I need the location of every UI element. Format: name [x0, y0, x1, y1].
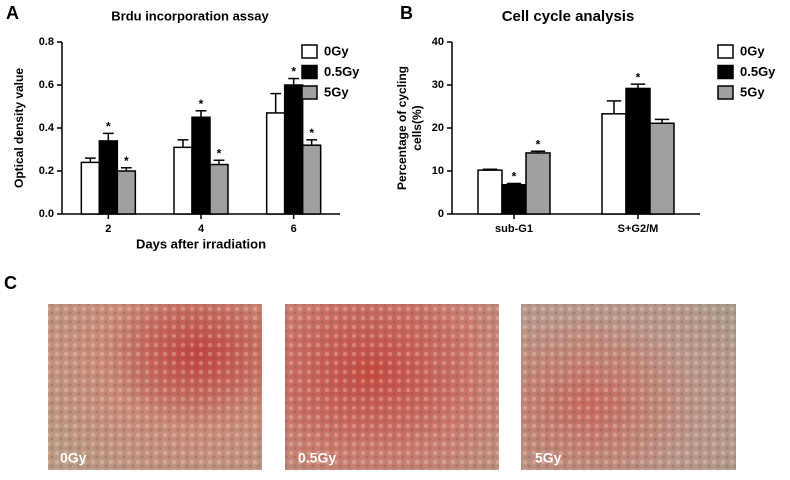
significance-mark: *	[512, 170, 517, 184]
y-tick-label: 0.0	[39, 208, 54, 220]
x-tick-label: 4	[198, 223, 205, 235]
bar	[525, 152, 551, 215]
bar	[80, 161, 101, 215]
y-tick-label: 0.2	[39, 165, 54, 177]
legend-swatch	[301, 85, 318, 100]
legend-label: 0.5Gy	[740, 64, 776, 79]
bar	[283, 84, 304, 215]
image-label: 0Gy	[60, 450, 87, 466]
legend-swatch	[717, 85, 734, 100]
chart: Brdu incorporation assay 0.0 0.2 0.4 0.6 0.8 O…	[12, 8, 360, 251]
y-axis-label: Optical density value	[12, 68, 26, 188]
significance-mark: *	[124, 154, 129, 168]
bar	[116, 170, 137, 215]
legend-swatch	[301, 44, 318, 59]
bar	[625, 87, 651, 215]
micrographs: 0Gy 0.5Gy 5Gy	[48, 304, 736, 470]
significance-mark: *	[291, 65, 296, 79]
y-tick-label: 10	[432, 165, 444, 177]
texture	[285, 304, 499, 470]
y-tick-label: 0.4	[39, 122, 55, 134]
significance-mark: *	[536, 137, 541, 151]
y-tick-label: 0.8	[39, 36, 54, 48]
bar	[209, 163, 229, 215]
legend-label: 5Gy	[740, 84, 765, 99]
bar	[649, 122, 675, 215]
chart-title: Cell cycle analysis	[502, 8, 635, 25]
panel-label: C	[4, 273, 17, 293]
legend-swatch	[717, 44, 734, 59]
significance-mark: *	[636, 70, 641, 84]
y-tick-label: 30	[432, 79, 444, 91]
bar	[477, 169, 503, 215]
legend-label: 0Gy	[740, 43, 765, 58]
y-tick-label: 0.6	[39, 79, 54, 91]
y-tick-label: 0	[438, 208, 444, 220]
panel-label: B	[400, 3, 413, 23]
texture	[521, 304, 736, 470]
y-axis-label: Percentage of cycling	[395, 66, 409, 190]
legend-label: 0.5Gy	[324, 64, 360, 79]
legend-swatch	[301, 64, 318, 80]
y-tick-label: 20	[432, 122, 444, 134]
panel-label: A	[6, 3, 19, 23]
bar	[98, 140, 119, 215]
significance-mark: *	[309, 126, 314, 140]
x-tick-label: 6	[291, 223, 297, 235]
significance-mark: *	[199, 97, 204, 111]
legend-label: 0Gy	[324, 43, 349, 58]
image-label: 5Gy	[535, 450, 562, 466]
chart-title: Brdu incorporation assay	[111, 8, 269, 23]
legend-label: 5Gy	[324, 84, 349, 99]
chart: Cell cycle analysis 0 10 20 30 40 Percentage o…	[395, 8, 776, 235]
bar	[191, 116, 211, 215]
texture	[48, 304, 262, 470]
bar	[301, 144, 322, 215]
x-tick-label: sub-G1	[495, 223, 533, 235]
bar	[173, 146, 193, 215]
legend-swatch	[717, 64, 734, 80]
bar	[601, 113, 627, 215]
significance-mark: *	[217, 146, 222, 160]
significance-mark: *	[106, 120, 111, 134]
x-tick-label: S+G2/M	[618, 223, 659, 235]
bar	[265, 112, 286, 215]
y-tick-label: 40	[432, 36, 444, 48]
bar	[501, 184, 527, 215]
x-axis-label: Days after irradiation	[136, 236, 266, 251]
image-label: 0.5Gy	[298, 450, 336, 466]
x-tick-label: 2	[105, 223, 111, 235]
y-axis-label: cells(%)	[410, 105, 424, 150]
